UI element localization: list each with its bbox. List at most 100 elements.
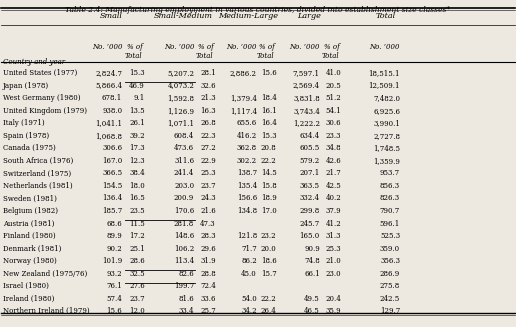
- Text: 20.0: 20.0: [261, 245, 277, 252]
- Text: 51.2: 51.2: [326, 94, 342, 102]
- Text: 28.1: 28.1: [200, 69, 216, 77]
- Text: 207.1: 207.1: [299, 169, 320, 177]
- Text: 136.4: 136.4: [102, 195, 122, 202]
- Text: 3,831.8: 3,831.8: [293, 94, 320, 102]
- Text: 311.6: 311.6: [174, 157, 194, 165]
- Text: Switzerland (1975): Switzerland (1975): [3, 169, 71, 177]
- Text: United Kingdom (1979): United Kingdom (1979): [3, 107, 87, 115]
- Text: 32.5: 32.5: [129, 270, 145, 278]
- Text: 26.1: 26.1: [129, 119, 145, 127]
- Text: 46.9: 46.9: [129, 82, 145, 90]
- Text: % of
Total: % of Total: [257, 43, 275, 60]
- Text: Table 2.4: Manufacturing employment in various countries, divided into establish: Table 2.4: Manufacturing employment in v…: [66, 6, 450, 14]
- Text: 31.9: 31.9: [200, 257, 216, 265]
- Text: 953.7: 953.7: [380, 169, 400, 177]
- Text: 608.4: 608.4: [174, 132, 194, 140]
- Text: 18.9: 18.9: [261, 195, 277, 202]
- Text: 129.7: 129.7: [380, 307, 400, 315]
- Text: 245.7: 245.7: [299, 219, 320, 228]
- Text: 22.2: 22.2: [261, 157, 277, 165]
- Text: 306.6: 306.6: [102, 144, 122, 152]
- Text: Finland (1980): Finland (1980): [3, 232, 55, 240]
- Text: 15.6: 15.6: [106, 307, 122, 315]
- Text: 25.3: 25.3: [326, 245, 342, 252]
- Text: 1,748.5: 1,748.5: [373, 144, 400, 152]
- Text: 121.8: 121.8: [237, 232, 257, 240]
- Text: 66.1: 66.1: [304, 270, 320, 278]
- Text: Austria (1981): Austria (1981): [3, 219, 54, 228]
- Text: 23.2: 23.2: [261, 232, 277, 240]
- Text: 1,222.2: 1,222.2: [293, 119, 320, 127]
- Text: 199.7: 199.7: [174, 282, 194, 290]
- Text: 286.9: 286.9: [380, 270, 400, 278]
- Text: No. ’000: No. ’000: [164, 43, 194, 51]
- Text: 17.0: 17.0: [261, 207, 277, 215]
- Text: 241.4: 241.4: [174, 169, 194, 177]
- Text: 34.8: 34.8: [326, 144, 342, 152]
- Text: Northern Ireland (1979): Northern Ireland (1979): [3, 307, 89, 315]
- Text: 41.0: 41.0: [326, 69, 342, 77]
- Text: % of
Total: % of Total: [125, 43, 143, 60]
- Text: 46.5: 46.5: [304, 307, 320, 315]
- Text: 49.5: 49.5: [304, 295, 320, 303]
- Text: No. ’000: No. ’000: [289, 43, 320, 51]
- Text: 678.1: 678.1: [102, 94, 122, 102]
- Text: 39.2: 39.2: [129, 132, 145, 140]
- Text: 7,482.0: 7,482.0: [373, 94, 400, 102]
- Text: 416.2: 416.2: [237, 132, 257, 140]
- Text: 15.7: 15.7: [261, 270, 277, 278]
- Text: 18.0: 18.0: [129, 182, 145, 190]
- Text: 90.9: 90.9: [304, 245, 320, 252]
- Text: Small: Small: [100, 12, 123, 20]
- Text: 93.2: 93.2: [106, 270, 122, 278]
- Text: United States (1977): United States (1977): [3, 69, 77, 77]
- Text: 275.8: 275.8: [380, 282, 400, 290]
- Text: 54.1: 54.1: [326, 107, 342, 115]
- Text: 21.7: 21.7: [326, 169, 342, 177]
- Text: 89.9: 89.9: [106, 232, 122, 240]
- Text: 15.6: 15.6: [261, 69, 277, 77]
- Text: 16.1: 16.1: [261, 107, 277, 115]
- Text: 23.7: 23.7: [129, 295, 145, 303]
- Text: 26.4: 26.4: [261, 307, 277, 315]
- Text: 18.6: 18.6: [261, 257, 277, 265]
- Text: 156.6: 156.6: [237, 195, 257, 202]
- Text: 20.4: 20.4: [326, 295, 342, 303]
- Text: 1,359.9: 1,359.9: [373, 157, 400, 165]
- Text: 14.5: 14.5: [261, 169, 277, 177]
- Text: 12,509.1: 12,509.1: [368, 82, 400, 90]
- Text: 72.4: 72.4: [200, 282, 216, 290]
- Text: 24.3: 24.3: [200, 195, 216, 202]
- Text: 281.8: 281.8: [174, 219, 194, 228]
- Text: 135.4: 135.4: [237, 182, 257, 190]
- Text: West Germany (1980): West Germany (1980): [3, 94, 80, 102]
- Text: 57.4: 57.4: [106, 295, 122, 303]
- Text: 41.2: 41.2: [326, 219, 342, 228]
- Text: 25.3: 25.3: [200, 169, 216, 177]
- Text: 9.1: 9.1: [134, 94, 145, 102]
- Text: Small-Medium: Small-Medium: [153, 12, 213, 20]
- Text: 22.2: 22.2: [261, 295, 277, 303]
- Text: 2,569.4: 2,569.4: [293, 82, 320, 90]
- Text: 15.3: 15.3: [261, 132, 277, 140]
- Text: 25.7: 25.7: [200, 307, 216, 315]
- Text: % of
Total: % of Total: [321, 43, 340, 60]
- Text: 33.6: 33.6: [200, 295, 216, 303]
- Text: 113.4: 113.4: [174, 257, 194, 265]
- Text: 15.8: 15.8: [261, 182, 277, 190]
- Text: 359.0: 359.0: [380, 245, 400, 252]
- Text: 40.2: 40.2: [326, 195, 342, 202]
- Text: 34.2: 34.2: [241, 307, 257, 315]
- Text: 42.6: 42.6: [326, 157, 342, 165]
- Text: 90.2: 90.2: [106, 245, 122, 252]
- Text: 23.3: 23.3: [326, 132, 342, 140]
- Text: 28.8: 28.8: [200, 270, 216, 278]
- Text: 26.8: 26.8: [200, 119, 216, 127]
- Text: 16.3: 16.3: [200, 107, 216, 115]
- Text: No. ’000: No. ’000: [369, 43, 400, 51]
- Text: 605.5: 605.5: [299, 144, 320, 152]
- Text: 20.5: 20.5: [326, 82, 342, 90]
- Text: 242.5: 242.5: [380, 295, 400, 303]
- Text: Sweden (1981): Sweden (1981): [3, 195, 57, 202]
- Text: Country and year: Country and year: [3, 58, 65, 66]
